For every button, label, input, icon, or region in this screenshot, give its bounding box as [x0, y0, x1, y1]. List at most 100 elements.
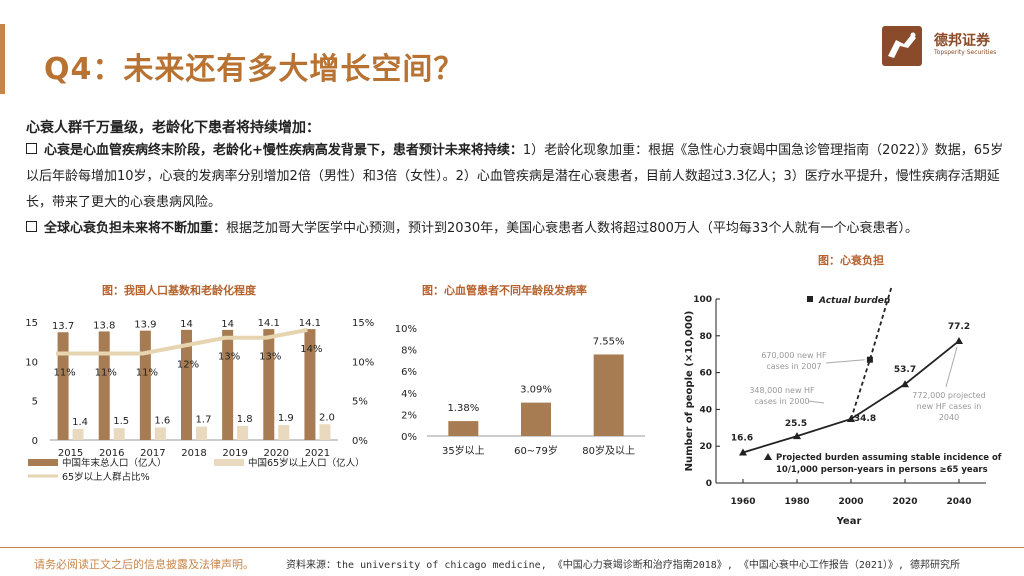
data-label-total: 13.8: [93, 320, 115, 331]
y-tick-label: 80: [699, 332, 712, 342]
bar-population-65plus: [113, 428, 125, 440]
bar-total-population: [304, 329, 316, 440]
y2-tick-label: 15%: [352, 318, 374, 329]
chart-age-incidence: 0% 2% 4% 6% 8% 10% 1.38% 35岁以上 3.09% 60~79岁 7.55% 8…: [395, 324, 645, 457]
data-label-ratio: 13%: [218, 352, 240, 363]
legend-label-65plus: 中国65岁以上人口（亿人）: [248, 457, 365, 469]
data-label-65plus: 1.4: [72, 417, 88, 428]
legend-label-projected: 10/1,000 person-years in persons ≥65 yea…: [776, 465, 988, 475]
legend-label-projected: Projected burden assuming stable inciden…: [776, 453, 1002, 463]
x-tick-label: 2020: [264, 448, 289, 459]
line-aging-ratio: [56, 327, 308, 356]
chart1-caption: 图：我国人口基数和老龄化程度: [102, 284, 256, 297]
data-label-incidence: 3.09%: [520, 385, 552, 396]
x-tick-label: 2015: [58, 448, 83, 459]
paragraph-aging-body: 1）老龄化现象加重：根据《急性心力衰竭中国急诊管理指南（2022）》数据，65岁…: [26, 143, 1004, 210]
bar-population-65plus: [72, 428, 84, 440]
bullet-square-icon: [26, 143, 37, 154]
x-tick-label: 80岁及以上: [582, 444, 635, 457]
data-label-total: 13.7: [52, 321, 74, 332]
data-label-projected: 53.7: [894, 365, 916, 375]
annotation-leader: [807, 400, 825, 404]
y-tick-label: 0: [32, 436, 38, 447]
paragraph-burden-body: 根据芝加哥大学医学中心预测，预计到2030年，美国心衰患者人数将超过800万人（…: [226, 221, 918, 236]
annotation-leader: [945, 346, 958, 388]
marker-actual: [866, 356, 873, 363]
y-tick-label: 4%: [401, 389, 417, 400]
page-title: Q4：未来还有多大增长空间？: [44, 52, 465, 87]
y-tick-label: 100: [693, 295, 712, 305]
x-tick-label: 1960: [730, 497, 755, 507]
bar-total-population: [181, 329, 192, 440]
section-headline: 心衰人群千万量级，老龄化下患者将持续增加：: [26, 120, 320, 136]
paragraph-aging: 心衰是心血管疾病终末阶段，老龄化+慢性疾病高发背景下，患者预计未来将持续：1）老…: [26, 138, 1006, 216]
x-tick-label: 2040: [946, 497, 971, 507]
data-label-incidence: 1.38%: [447, 403, 479, 414]
footer-disclaimer[interactable]: 请务必阅读正文之后的信息披露及法律声明。: [34, 558, 254, 571]
chart2-caption: 图：心血管患者不同年龄段发病率: [422, 284, 587, 297]
y-tick-label: 8%: [401, 346, 417, 357]
annotation-text: 670,000 new HF: [761, 351, 827, 360]
annotation-text: new HF cases in: [917, 402, 982, 411]
annotation-leader: [825, 359, 865, 364]
data-label-projected: 25.5: [785, 419, 807, 429]
annotation-text: cases in 2007: [766, 362, 821, 371]
annotation-text: 772,000 projected: [912, 391, 985, 400]
y2-tick-label: 10%: [352, 357, 374, 368]
data-label-ratio: 13%: [259, 352, 281, 363]
y-tick-label: 0%: [401, 432, 417, 443]
bar-population-65plus: [278, 425, 290, 440]
bar-total-population: [222, 329, 234, 440]
x-tick-label: 2020: [892, 497, 917, 507]
data-label-ratio: 11%: [95, 367, 117, 378]
marker-projected: [955, 336, 963, 344]
legend-swatch-65plus: [214, 459, 244, 466]
y-tick-label: 60: [699, 369, 712, 379]
y-tick-label: 10%: [395, 324, 417, 335]
x-tick-label: 35岁以上: [442, 444, 485, 457]
bar-total-population: [98, 331, 110, 440]
data-label-65plus: 2.0: [319, 412, 335, 423]
data-label-65plus: 1.5: [113, 416, 129, 427]
marker-projected: [739, 448, 747, 456]
x-tick-label: 2000: [838, 497, 863, 507]
y-tick-label: 0: [706, 479, 712, 489]
legend-label-ratio: 65岁以上人群占比%: [62, 471, 150, 483]
bar-incidence: [448, 421, 479, 436]
legend-label-total: 中国年末总人口（亿人）: [62, 457, 167, 469]
bar-population-65plus: [154, 427, 166, 440]
x-tick-label: 2021: [305, 448, 330, 459]
footer-source: 资料来源：the university of chicago medicine,…: [286, 560, 960, 571]
bar-population-65plus: [319, 424, 331, 440]
annotation-text: 2040: [939, 413, 959, 422]
bar-total-population: [139, 330, 151, 440]
y2-tick-label: 0%: [352, 436, 368, 447]
data-label-projected: 34.8: [854, 414, 876, 424]
chart-population-aging: 0 5 10 15 0% 5% 10% 15% 13.7 1.4 2015 13.8 1.5 2016 13…: [25, 318, 374, 483]
data-label-ratio: 12%: [177, 360, 199, 371]
data-label-65plus: 1.9: [278, 413, 294, 424]
y-tick-label: 5: [32, 397, 38, 408]
y-tick-label: 2%: [401, 410, 417, 421]
data-label-65plus: 1.7: [196, 415, 212, 426]
title-accent-bar: [0, 24, 5, 94]
y-tick-label: 15: [25, 318, 38, 329]
brand-name: 德邦证券: [934, 33, 990, 49]
data-label-65plus: 1.8: [237, 414, 253, 425]
legend-marker-actual: [807, 296, 813, 302]
data-label-total: 13.9: [134, 320, 156, 331]
footer-divider: [0, 547, 1024, 548]
paragraph-global-burden: 全球心衰负担未来将不断加重：根据芝加哥大学医学中心预测，预计到2030年，美国心…: [26, 216, 1006, 242]
data-label-ratio: 11%: [53, 367, 75, 378]
bullet-square-icon: [26, 221, 37, 232]
y-axis-title: Number of people (×10,000): [684, 311, 695, 472]
legend-label-actual: Actual burden: [818, 296, 890, 306]
paragraph-aging-lead: 心衰是心血管疾病终末阶段，老龄化+慢性疾病高发背景下，患者预计未来将持续：: [44, 143, 523, 158]
legend-swatch-total: [28, 459, 58, 466]
marker-projected: [901, 380, 909, 388]
bar-population-65plus: [237, 425, 249, 440]
x-tick-label: 1980: [784, 497, 809, 507]
data-label-total: 14.1: [299, 318, 321, 329]
brand-name-en: Topsperity Securities: [934, 49, 997, 56]
